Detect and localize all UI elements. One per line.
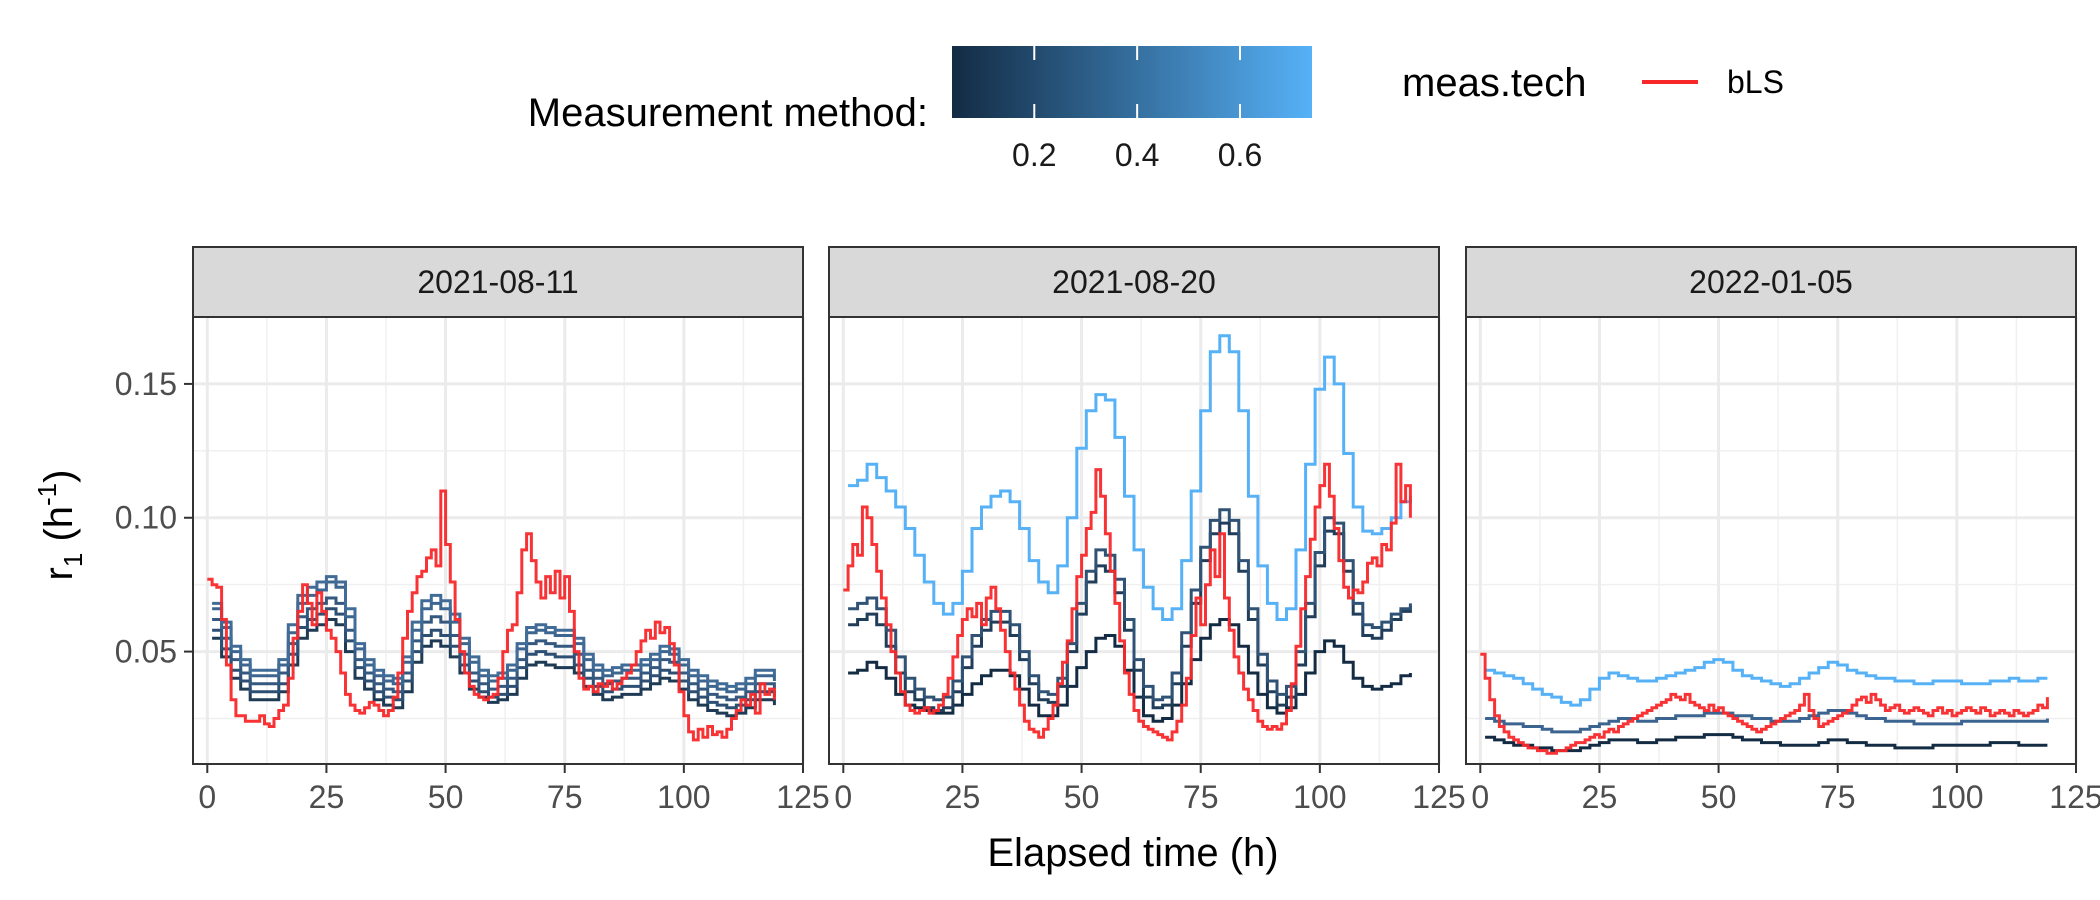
grid-lines (1466, 317, 2078, 764)
y-tick-label: 0.15 (115, 366, 177, 402)
x-tick-label: 125 (1412, 779, 1465, 815)
panel-border (828, 316, 1440, 765)
series-line-bls (843, 462, 1412, 742)
facet-strip-label: 2021-08-20 (1052, 264, 1216, 300)
facet-panels: 2021-08-110 25 50 75 100 1250.050.100.152021-… (115, 246, 2100, 815)
x-tick-label: 25 (1582, 779, 1618, 815)
facet-strip-label: 2021-08-11 (417, 264, 578, 300)
series-line-method (848, 618, 1412, 723)
panel-border (1465, 316, 2077, 765)
series-group (207, 489, 776, 742)
series-line-bls (1480, 652, 2049, 755)
facet-panel: 2021-08-20 0 25 50 75 100 125 (828, 246, 1466, 815)
colorbar-tick-label: 0.6 (1218, 137, 1262, 173)
series-line-method (212, 596, 776, 702)
panel-border (192, 316, 804, 765)
x-tick-label: 125 (776, 779, 829, 815)
facet-panel: 2022-01-05 0 25 50 75 100 125 (1465, 246, 2100, 815)
bls-legend-label: bLS (1727, 64, 1784, 100)
x-tick-label: 0 (1471, 779, 1489, 815)
x-tick-label: 100 (1293, 779, 1346, 815)
series-group (843, 334, 1412, 742)
x-tick-label: 25 (309, 779, 345, 815)
y-tick-label: 0.05 (115, 634, 177, 670)
colorbar-legend: Measurement method: 0.2 0.4 0.6 (528, 46, 1312, 173)
x-axis-title: Elapsed time (h) (987, 831, 1278, 875)
x-tick-label: 75 (1820, 779, 1856, 815)
meas-tech-legend-title: meas.tech (1402, 61, 1587, 105)
series-line-method (848, 334, 1412, 621)
series-line-method (1485, 709, 2049, 734)
colorbar-legend-title: Measurement method: (528, 91, 928, 135)
y-axis-title-sup: -1 (32, 483, 62, 506)
series-line-method (1485, 658, 2048, 707)
y-tick-label: 0.10 (115, 500, 177, 536)
colorbar-tick-label: 0.4 (1115, 137, 1159, 173)
x-tick-label: 0 (198, 779, 216, 815)
series-line-bls (207, 489, 776, 742)
series-group (1480, 652, 2049, 755)
x-tick-label: 50 (1064, 779, 1100, 815)
x-tick-label: 0 (834, 779, 852, 815)
x-tick-label: 100 (657, 779, 710, 815)
colorbar-gradient (952, 46, 1312, 118)
meas-tech-legend: meas.tech bLS (1402, 61, 1784, 105)
x-tick-label: 125 (2049, 779, 2100, 815)
facet-panel: 2021-08-11 0 25 50 75 100 125 0.05 0.10 0.15 (115, 246, 830, 815)
panel-background (1466, 317, 2076, 764)
x-tick-label: 75 (1183, 779, 1219, 815)
facet-strip (1465, 246, 2077, 318)
y-axis-title-sub: 1 (58, 553, 88, 567)
y-axis-title-unit-open: (h (37, 506, 81, 553)
facet-strip (828, 246, 1440, 318)
y-axis-title-base: r (37, 567, 81, 580)
series-line-method (212, 575, 776, 688)
facet-strip-label: 2022-01-05 (1689, 264, 1853, 300)
x-tick-label: 50 (1701, 779, 1737, 815)
colorbar-tick-label: 0.2 (1012, 137, 1056, 173)
series-line-method (212, 580, 776, 694)
y-axis-title: r1 (h-1) (32, 470, 88, 581)
grid-lines (193, 317, 805, 764)
colorbar-ticks: 0.2 0.4 0.6 (1012, 46, 1262, 173)
y-axis-title-unit-close: ) (37, 470, 81, 483)
x-tick-label: 50 (428, 779, 464, 815)
x-tick-label: 25 (945, 779, 981, 815)
x-tick-label: 75 (547, 779, 583, 815)
series-line-method (212, 618, 776, 718)
series-line-method (1485, 733, 2048, 753)
x-tick-label: 100 (1930, 779, 1983, 815)
